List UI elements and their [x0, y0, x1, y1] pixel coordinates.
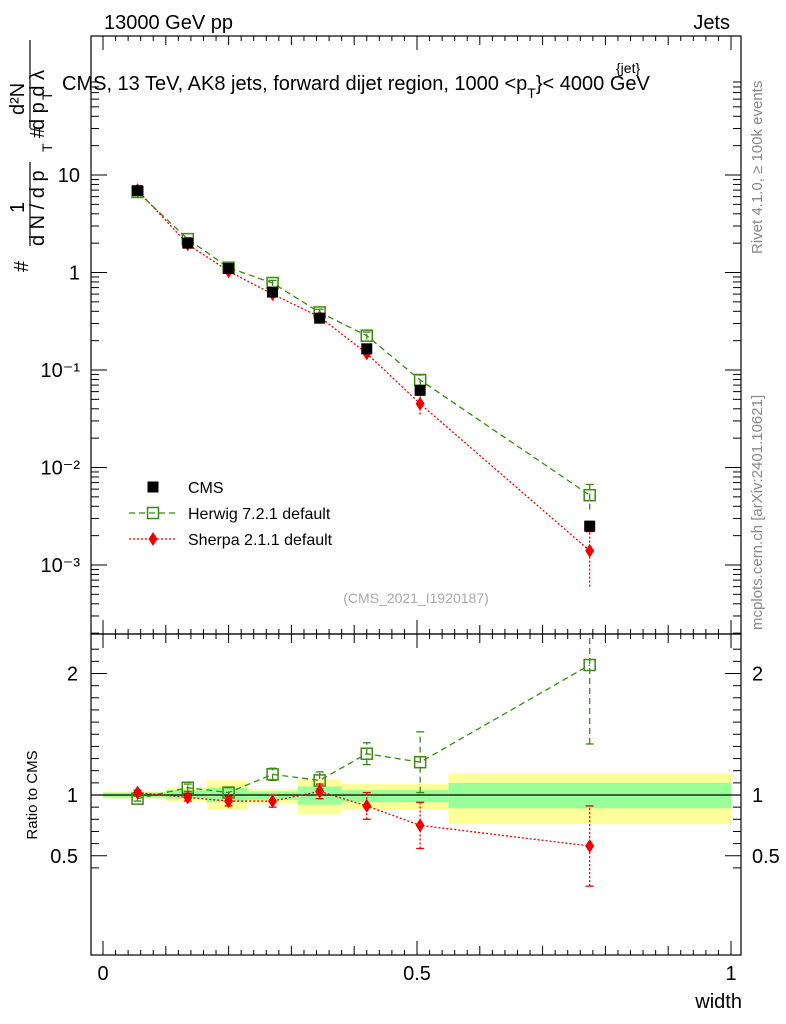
sherpa-2-1-1-default-line: [137, 189, 591, 552]
y-tick-label: 10⁻²: [41, 458, 81, 480]
ratio-herwig-7-2-1-default-point: [266, 768, 279, 781]
ratio-herwig-7-2-1-default-point: [583, 658, 596, 672]
herwig-7-2-1-default-point: [583, 488, 596, 502]
x-axis-label: width: [694, 991, 742, 1013]
ratio-sherpa-2-1-1-default-point: [133, 785, 143, 800]
ylabel-sub-t: T: [39, 143, 55, 152]
y-tick-label: 10⁻¹: [41, 360, 81, 382]
y-axis-label-bottom: Ratio to CMS: [24, 750, 41, 839]
header-right: Jets: [693, 12, 730, 34]
cms-point: [414, 384, 426, 396]
legend-herwig-7-2-1-default-marker: [146, 506, 160, 520]
ylabel-sub-t2: T: [39, 91, 55, 100]
uncertainty-band-inner: [341, 790, 449, 803]
y-axis-label-top: # 1 d N / d p T # d²N d p d λ T: [7, 40, 55, 272]
y-tick-label: 1: [69, 263, 80, 285]
uncertainty-band-inner: [448, 782, 731, 809]
ratio-sherpa-2-1-1-default-point: [362, 798, 372, 813]
ratio-plot: 0 0.5 1 0.5 0.5 1 1 2 2: [50, 633, 780, 985]
y-tick-label: 0.5: [50, 846, 78, 868]
herwig-7-2-1-default-line: [137, 191, 591, 496]
herwig-7-2-1-default-point: [360, 329, 374, 342]
analysis-watermark: (CMS_2021_I1920187): [343, 590, 489, 606]
cms-point: [182, 237, 194, 249]
ratio-herwig-7-2-1-default-line: [137, 664, 591, 800]
main-plot: 10⁻³ 10⁻² 10⁻¹ 1 10: [41, 35, 742, 635]
cms-point: [132, 185, 144, 197]
plot-title-end: }< 4000 GeV: [536, 73, 651, 95]
legend-sherpa-2-1-1-default-marker: [148, 532, 158, 546]
ylabel-dpt-dlambda: d p d λ: [27, 70, 49, 130]
rivet-label: Rivet 4.1.0, ≥ 100k events: [749, 81, 766, 254]
ratio-sherpa-2-1-1-default-point: [585, 839, 595, 854]
ratio-herwig-7-2-1-default-point: [413, 755, 427, 769]
cms-point: [361, 343, 373, 355]
y-tick-label: 2: [67, 664, 78, 686]
y-tick-label: 10: [58, 165, 80, 187]
y-tick-label-right: 2: [752, 664, 763, 686]
ylabel-one: 1: [7, 202, 29, 213]
legend: CMS Herwig 7.2.1 default Sherpa 2.1.1 defa…: [129, 480, 333, 549]
y-tick-label-right: 1: [752, 785, 763, 807]
cms-point: [223, 262, 235, 274]
legend-cms-marker: [147, 481, 159, 493]
ratio-sherpa-2-1-1-default-point: [268, 794, 278, 809]
cms-point: [267, 286, 279, 298]
plot-title-sup: {jet}: [616, 60, 640, 76]
plot-title-sub: T: [527, 85, 536, 101]
legend-herwig-7-2-1-default-label: Herwig 7.2.1 default: [188, 506, 331, 523]
ratio-sherpa-2-1-1-default-point: [315, 784, 325, 799]
ratio-sherpa-2-1-1-default-point: [415, 818, 425, 833]
ratio-sherpa-2-1-1-default-point: [224, 794, 234, 809]
legend-cms-label: CMS: [188, 480, 224, 497]
plot-title-main: CMS, 13 TeV, AK8 jets, forward dijet reg…: [62, 73, 527, 95]
y-tick-label-right: 0.5: [752, 846, 780, 868]
sherpa-2-1-1-default-point: [415, 396, 425, 411]
y-tick-label: 10⁻³: [41, 555, 81, 577]
y-tick-label: 1: [67, 785, 78, 807]
cms-point: [314, 312, 326, 324]
ylabel-hash-2: #: [27, 126, 49, 138]
ratio-sherpa-2-1-1-default-point: [183, 790, 193, 805]
mcplots-label: mcplots.cern.ch [arXiv:2401.10621]: [749, 395, 766, 630]
sherpa-2-1-1-default-point: [585, 543, 595, 558]
header-left: 13000 GeV pp: [104, 12, 233, 34]
ratio-herwig-7-2-1-default-point: [360, 747, 374, 760]
ylabel-d2n: d²N: [7, 83, 29, 115]
ylabel-dn-dpt: d N / d p: [27, 170, 49, 246]
x-tick-label: 0.5: [403, 963, 431, 985]
ratio-sherpa-2-1-1-default-line: [137, 790, 590, 847]
x-tick-label: 1: [725, 963, 736, 985]
x-tick-label: 0: [97, 963, 108, 985]
legend-sherpa-2-1-1-default-label: Sherpa 2.1.1 default: [188, 532, 333, 549]
plot-title: CMS, 13 TeV, AK8 jets, forward dijet reg…: [62, 73, 651, 101]
ylabel-hash-1: #: [11, 260, 33, 272]
cms-point: [584, 520, 596, 532]
